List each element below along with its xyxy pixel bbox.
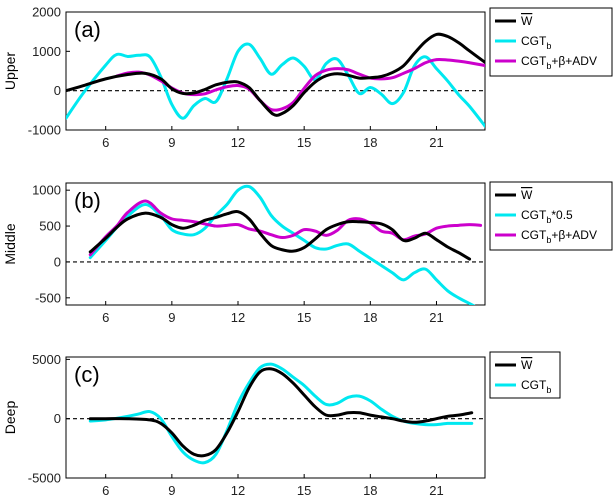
legend: W CGTb*0.5 CGTb+β+ADV	[489, 181, 613, 251]
axes-box	[65, 182, 486, 306]
x-tick-label: 6	[102, 483, 109, 498]
y-tick-label: 0	[54, 254, 61, 269]
x-tick-label: 9	[168, 310, 175, 325]
y-tick-label: -500	[35, 290, 61, 305]
legend-label-w: W	[521, 358, 533, 372]
y-tick-label: 1000	[32, 44, 61, 59]
series-line-cgt	[88, 184, 476, 305]
panel-deep: -5000 0 5000 6 9 12 15 18 21 (c) Deep W CGTb	[2, 351, 561, 498]
legend-label-cgt: CGTb	[521, 34, 551, 51]
x-tick-label: 15	[297, 483, 311, 498]
x-tick-label: 18	[363, 310, 377, 325]
series-line-w	[66, 32, 485, 117]
series-line-cgt	[88, 362, 474, 465]
x-tick-label: 21	[429, 310, 443, 325]
legend-label-cgt_beta_adv: CGTb+β+ADV	[521, 228, 597, 245]
legend-label-w: W	[521, 14, 533, 28]
x-tick-label: 9	[168, 483, 175, 498]
y-axis-title: Upper	[2, 52, 18, 90]
legend-label-w: W	[521, 188, 533, 202]
x-tick-label: 18	[363, 135, 377, 150]
panel-middle: -500 0 500 1000 6 9 12 15 18 21 (b) Middle W CGTb*0.5…	[2, 181, 613, 325]
x-tick-label: 12	[231, 310, 245, 325]
legend-label-cgt: CGTb	[521, 378, 551, 395]
y-tick-label: 0	[54, 411, 61, 426]
series-line-w	[88, 210, 472, 261]
y-tick-label: 500	[39, 219, 61, 234]
legend-box	[489, 351, 561, 399]
axes-box	[65, 11, 486, 131]
legend: W CGTb	[489, 351, 561, 399]
y-tick-label: -5000	[28, 471, 61, 486]
x-tick-label: 21	[429, 483, 443, 498]
axes-box	[65, 356, 486, 479]
x-tick-label: 6	[102, 135, 109, 150]
series-line-cgt	[66, 42, 485, 128]
x-tick-label: 15	[297, 135, 311, 150]
y-tick-label: 5000	[32, 352, 61, 367]
y-tick-label: -1000	[28, 123, 61, 138]
legend: W CGTb CGTb+β+ADV	[489, 7, 613, 77]
panel-label: (c)	[74, 362, 100, 387]
legend-label-cgt: CGTb*0.5	[521, 208, 573, 225]
x-tick-label: 6	[102, 310, 109, 325]
legend-label-cgt_beta_adv: CGTb+β+ADV	[521, 54, 597, 71]
x-tick-label: 12	[231, 135, 245, 150]
x-tick-label: 18	[363, 483, 377, 498]
x-tick-label: 21	[429, 135, 443, 150]
x-tick-label: 9	[168, 135, 175, 150]
panel-upper: -1000 0 1000 2000 6 9 12 15 18 21 (a) Upper W CGTb CGT…	[2, 5, 613, 150]
x-tick-label: 12	[231, 483, 245, 498]
panel-label: (a)	[74, 17, 101, 42]
y-axis-title: Deep	[2, 401, 18, 435]
y-axis-title: Middle	[2, 223, 18, 264]
panel-label: (b)	[74, 188, 101, 213]
y-tick-label: 1000	[32, 183, 61, 198]
x-tick-label: 15	[297, 310, 311, 325]
series-line-w	[88, 367, 474, 458]
y-tick-label: 2000	[32, 5, 61, 20]
y-tick-label: 0	[54, 83, 61, 98]
